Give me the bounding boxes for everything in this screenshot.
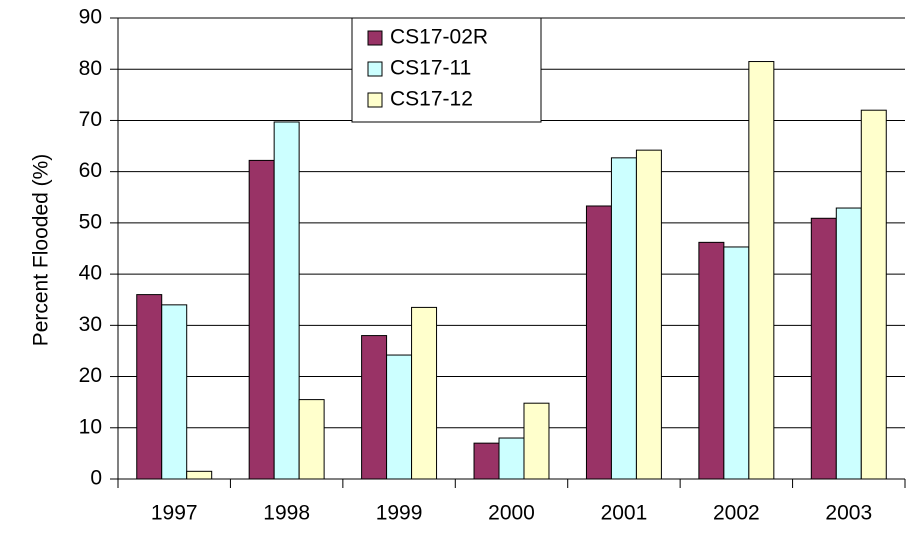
legend-label: CS17-11	[390, 57, 471, 80]
y-tick-label: 80	[79, 57, 102, 80]
x-tick-label: 2001	[601, 502, 648, 525]
y-tick-label: 20	[79, 364, 102, 387]
x-tick-label: 1997	[151, 502, 198, 525]
y-tick-label: 90	[79, 6, 102, 29]
legend-label: CS17-12	[390, 88, 473, 111]
y-tick-label: 40	[79, 262, 102, 285]
legend-swatch	[367, 61, 383, 77]
x-tick-label: 1999	[376, 502, 423, 525]
bar	[523, 402, 550, 480]
bar	[635, 149, 662, 480]
bar	[298, 399, 325, 480]
bar	[810, 217, 837, 480]
bar	[498, 437, 525, 480]
bar	[723, 246, 750, 480]
bar	[860, 109, 887, 480]
y-tick-label: 10	[79, 415, 102, 438]
bar	[161, 304, 188, 480]
bar	[361, 335, 388, 480]
bar	[473, 442, 500, 480]
y-tick-label: 50	[79, 210, 102, 233]
bar	[610, 157, 637, 480]
y-tick-label: 30	[79, 313, 102, 336]
bar	[585, 205, 612, 480]
bar	[248, 159, 275, 480]
y-tick-label: 60	[79, 159, 102, 182]
bar	[136, 294, 163, 480]
bar	[273, 121, 300, 480]
x-tick-label: 1998	[263, 502, 310, 525]
x-tick-label: 2003	[825, 502, 872, 525]
x-tick-label: 2000	[488, 502, 535, 525]
bar	[698, 241, 725, 480]
bar	[835, 207, 862, 480]
legend-box	[351, 17, 542, 123]
legend-swatch	[367, 92, 383, 108]
y-tick-label: 70	[79, 108, 102, 131]
legend-swatch	[367, 30, 383, 46]
y-axis-label: Percent Flooded (%)	[30, 154, 53, 347]
bar	[748, 61, 775, 480]
legend-label: CS17-02R	[390, 26, 488, 49]
bar	[386, 354, 413, 480]
bar	[411, 306, 438, 480]
x-tick-label: 2002	[713, 502, 760, 525]
bar	[186, 470, 213, 480]
y-tick-label: 0	[90, 467, 102, 490]
